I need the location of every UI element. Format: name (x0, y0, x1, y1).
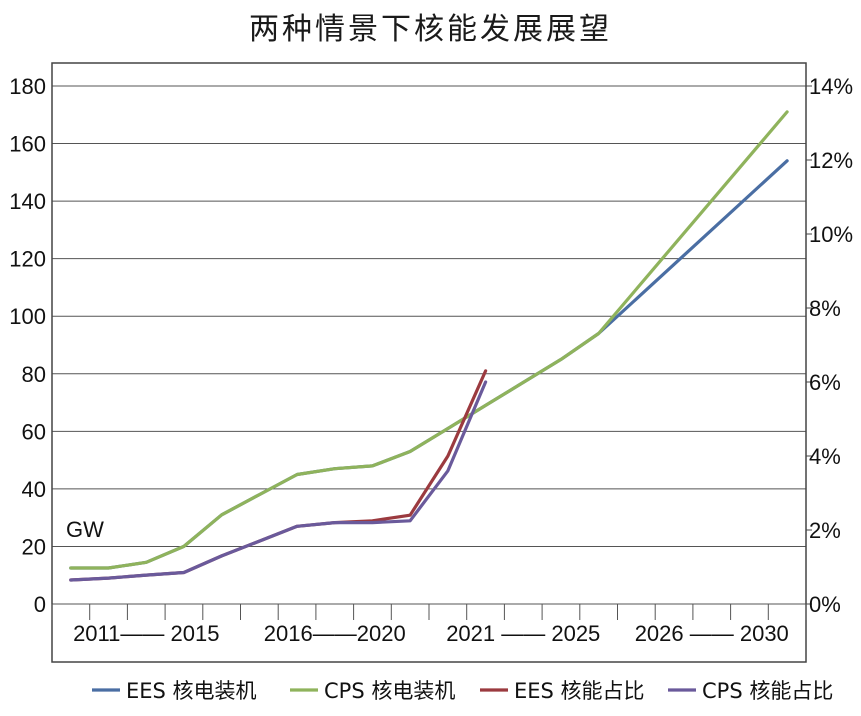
y-left-unit: GW (66, 517, 104, 542)
legend-label: EES 核能占比 (514, 679, 645, 703)
x-category-label: 2021 —— 2025 (446, 621, 600, 646)
chart-title: 两种情景下核能发展展望 (249, 12, 612, 47)
x-category-label: 2011—— 2015 (73, 621, 219, 646)
series-layer (69, 110, 789, 582)
grid-layer (52, 85, 806, 605)
y-right-tick-label: 12% (809, 148, 853, 173)
y-left-tick-label: 180 (9, 74, 46, 99)
y-right-tick-label: 10% (809, 222, 853, 247)
y-right-tick-label: 6% (809, 370, 841, 395)
y-left-tick-label: 0 (34, 592, 46, 617)
series-line (69, 369, 488, 582)
legend-label: CPS 核能占比 (702, 679, 833, 703)
y-left-tick-label: 20 (22, 534, 46, 559)
legend-label: EES 核电装机 (126, 679, 257, 703)
y-left-tick-label: 60 (22, 419, 46, 444)
series-line (69, 110, 789, 570)
series-line (69, 159, 789, 570)
y-left-tick-label: 120 (9, 247, 46, 272)
axis-layer (51, 62, 812, 663)
legend-layer: EES 核电装机 CPS 核电装机 EES 核能占比 CPS 核能占比 (92, 679, 833, 703)
y-right-tick-label: 8% (809, 296, 841, 321)
y-left-tick-label: 140 (9, 189, 46, 214)
y-left-tick-label: 40 (22, 477, 46, 502)
y-left-tick-label: 80 (22, 362, 46, 387)
x-category-label: 2026 —— 2030 (635, 621, 789, 646)
y-right-tick-label: 14% (809, 74, 853, 99)
plot-frame (51, 62, 807, 663)
x-category-label: 2016——2020 (264, 621, 406, 646)
y-left-tick-label: 100 (9, 304, 46, 329)
y-right-tick-label: 2% (809, 518, 841, 543)
y-right-tick-label: 4% (809, 444, 841, 469)
series-line (69, 380, 488, 582)
legend-label: CPS 核电装机 (324, 679, 455, 703)
y-left-tick-label: 160 (9, 132, 46, 157)
label-layer: 0 20 40 60 80 100 120 140 160 180 0% 2% 4% 6% 8% 10% 12%… (9, 74, 853, 646)
y-right-tick-label: 0% (809, 592, 841, 617)
